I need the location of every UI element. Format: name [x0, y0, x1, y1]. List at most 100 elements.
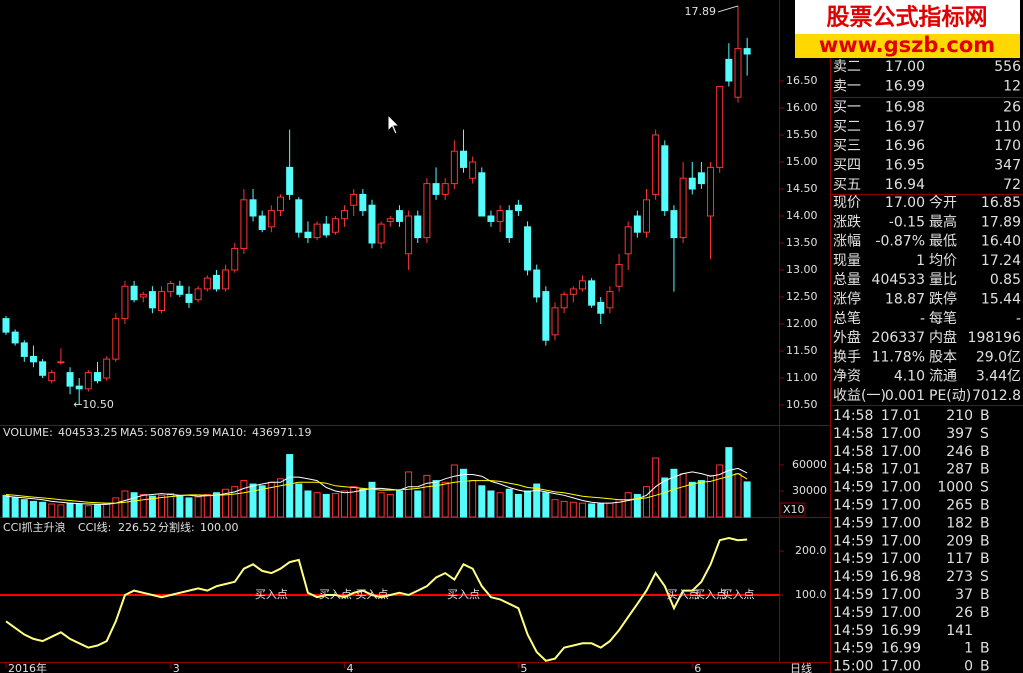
trade-side: B — [980, 444, 990, 460]
quote-value: - — [1016, 311, 1021, 327]
candle-body — [359, 193, 367, 212]
trade-time: 15:00 — [833, 659, 873, 673]
y-tick-label: 30000 — [792, 484, 827, 497]
trade-price: 17.00 — [881, 605, 921, 621]
volume-title: VOLUME: — [3, 426, 53, 439]
candle-body — [29, 355, 37, 363]
y-tick-label: 100.0 — [795, 588, 827, 601]
volume-bar — [231, 486, 239, 518]
y-tick-label: 16.50 — [786, 74, 818, 87]
trade-volume: 182 — [946, 515, 973, 531]
quote-value: - — [920, 311, 925, 327]
candle-body — [331, 218, 339, 233]
trade-volume: 117 — [946, 551, 973, 567]
volume-bar — [661, 477, 669, 518]
volume-bar — [478, 485, 486, 518]
volume-bar — [94, 504, 101, 518]
book-price: 16.97 — [885, 119, 925, 135]
candle-body — [533, 269, 541, 298]
volume-bar — [588, 503, 596, 518]
scale-box — [779, 502, 806, 517]
candle-body — [725, 58, 733, 82]
candle-body — [341, 210, 349, 220]
trade-time: 14:58 — [833, 408, 873, 424]
volume-bar — [743, 481, 751, 518]
quote-label: 净资 — [833, 369, 861, 385]
legend-name: MA10: — [212, 426, 247, 439]
volume-bar — [469, 480, 477, 518]
volume-bar — [304, 490, 312, 518]
trade-price: 17.00 — [881, 659, 921, 673]
volume-bar — [313, 492, 321, 518]
x-tick-label: 6 — [694, 662, 701, 673]
volume-bar — [460, 468, 467, 518]
candle-body — [478, 172, 486, 217]
book-volume: 170 — [994, 138, 1021, 154]
y-tick-label: 15.50 — [786, 128, 818, 141]
y-tick-label: 13.00 — [786, 263, 818, 276]
candle-body — [66, 372, 74, 387]
trade-time: 14:59 — [833, 569, 873, 585]
candle-body — [707, 166, 715, 217]
volume-bar — [139, 493, 147, 518]
trade-side: B — [980, 533, 990, 549]
candle-body — [377, 223, 385, 244]
candle-body — [212, 274, 220, 290]
trade-volume: 1 — [964, 641, 973, 657]
y-tick-label: 14.50 — [786, 182, 818, 195]
quote-label: 涨幅 — [833, 234, 861, 250]
volume-bar — [29, 500, 37, 518]
quote-value: -0.87% — [875, 234, 925, 250]
volume-bar — [514, 493, 522, 518]
trade-side: S — [980, 426, 989, 442]
trade-volume: 210 — [946, 408, 973, 424]
quote-value: 0.85 — [990, 272, 1021, 288]
volume-bar — [350, 486, 358, 518]
book-volume: 26 — [1003, 100, 1021, 116]
quote-value: 1 — [916, 253, 925, 269]
volume-bar — [130, 492, 138, 518]
candle-body — [414, 215, 422, 239]
volume-bar — [158, 494, 166, 518]
candle-body — [94, 372, 101, 382]
ma-line — [5, 473, 748, 504]
volume-bar — [286, 454, 294, 518]
candle-body — [313, 223, 321, 239]
candle-body — [569, 288, 577, 295]
trade-volume: 141 — [946, 623, 973, 639]
signal-label: 买入点 — [694, 588, 727, 601]
y-tick-label: 13.50 — [786, 236, 818, 249]
legend-value: 508769.59 — [150, 426, 210, 439]
trade-time: 14:58 — [833, 426, 873, 442]
quote-label: 今开 — [929, 195, 957, 211]
quote-label: 最低 — [929, 234, 957, 250]
volume-bar — [377, 492, 385, 518]
legend-value: 100.00 — [200, 521, 239, 534]
book-price: 16.99 — [885, 78, 925, 94]
candle-body — [2, 318, 10, 333]
volume-bar — [20, 499, 28, 518]
candle-body — [743, 48, 751, 55]
candle-body — [652, 134, 660, 195]
quote-value: 7012.8 — [972, 388, 1021, 404]
candle-body — [103, 358, 111, 379]
candle-body — [670, 210, 678, 239]
volume-bar — [569, 501, 577, 518]
candle-body — [84, 372, 92, 390]
volume-bar — [277, 478, 284, 518]
candle-body — [20, 342, 28, 357]
quote-value: 18.87 — [885, 292, 925, 308]
volume-bar — [176, 495, 184, 518]
quote-value: 3.44亿 — [976, 369, 1021, 385]
candle-body — [322, 223, 330, 236]
volume-bar — [542, 492, 550, 518]
volume-bar — [679, 473, 687, 518]
volume-bar — [441, 481, 449, 518]
trade-side: B — [980, 408, 990, 424]
period-label: 日线 — [790, 661, 812, 673]
volume-bar — [533, 483, 541, 518]
volume-bar — [386, 493, 394, 518]
volume-latest: 404533.25 — [58, 426, 118, 439]
